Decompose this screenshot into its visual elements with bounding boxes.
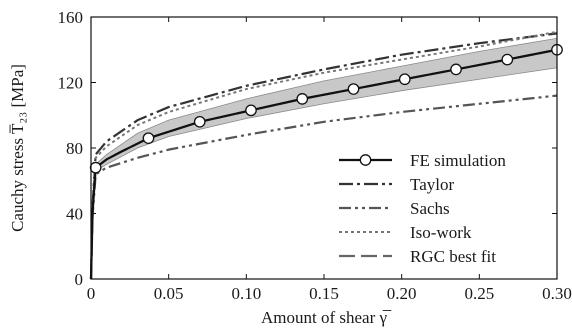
legend-marker [359, 154, 372, 166]
data-point [89, 161, 102, 174]
x-tick-label: 0 [87, 284, 96, 303]
legend-label: Iso-work [410, 223, 472, 242]
x-tick-label: 0.30 [542, 284, 572, 303]
y-tick-label: 40 [66, 205, 83, 224]
x-tick-label: 0.20 [387, 284, 417, 303]
legend-label: Taylor [410, 175, 454, 194]
plot-area [89, 30, 563, 280]
x-tick-label: 0.05 [154, 284, 184, 303]
data-point [347, 83, 360, 95]
legend-label: FE simulation [410, 151, 506, 170]
data-point [245, 104, 257, 117]
data-point [142, 132, 155, 145]
data-point [296, 93, 309, 105]
y-tick-label: 160 [58, 8, 84, 27]
y-axis-label: Cauchy stress T̅₂₃ [MPa] [8, 64, 27, 232]
x-tick-label: 0.10 [231, 284, 261, 303]
x-axis-label: Amount of shear γ̅ [261, 308, 392, 327]
data-point [450, 63, 462, 76]
data-point [193, 115, 206, 128]
y-tick-label: 80 [66, 139, 83, 158]
y-tick-label: 0 [75, 270, 84, 289]
y-tick-label: 120 [58, 74, 84, 93]
data-point [501, 53, 514, 66]
legend-label: RGC best fit [410, 247, 496, 266]
legend: FE simulation Taylor Sachs Iso-work RGC best… [339, 151, 506, 266]
tick-labels: 0 0.05 0.10 0.15 0.20 0.25 0.30 0 40 80 120 160 [58, 8, 572, 303]
x-tick-label: 0.15 [309, 284, 339, 303]
legend-label: Sachs [410, 199, 450, 218]
data-point [398, 73, 411, 86]
x-tick-label: 0.25 [464, 284, 494, 303]
